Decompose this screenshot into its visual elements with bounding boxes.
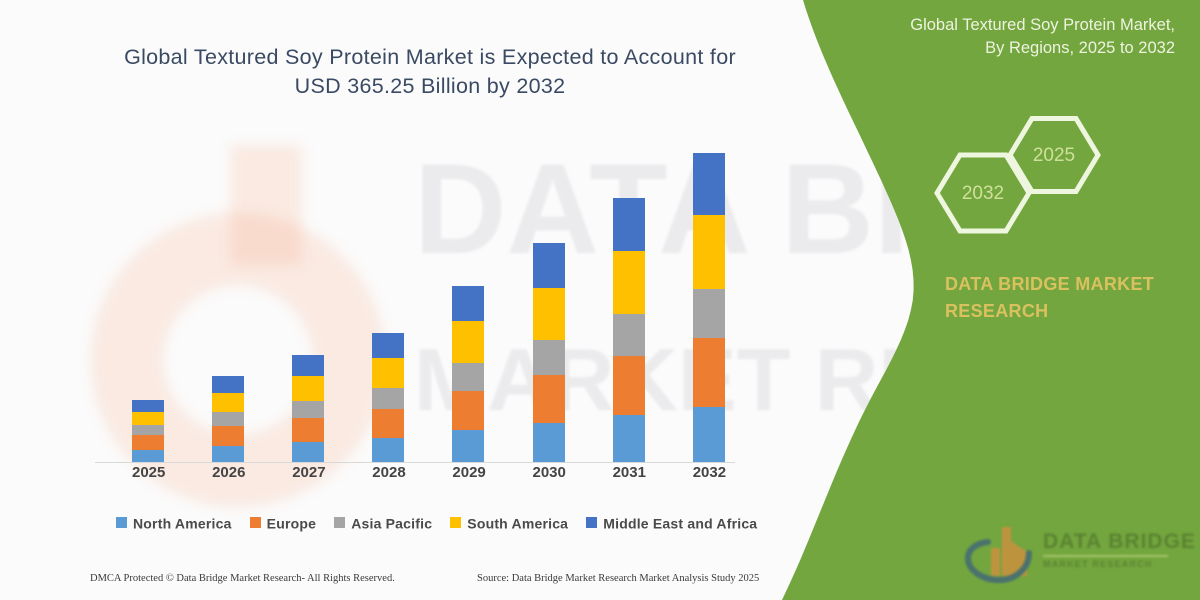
svg-text:DATA BRIDGE: DATA BRIDGE <box>1043 530 1196 553</box>
svg-text:MARKET RESEARCH: MARKET RESEARCH <box>1043 559 1153 569</box>
